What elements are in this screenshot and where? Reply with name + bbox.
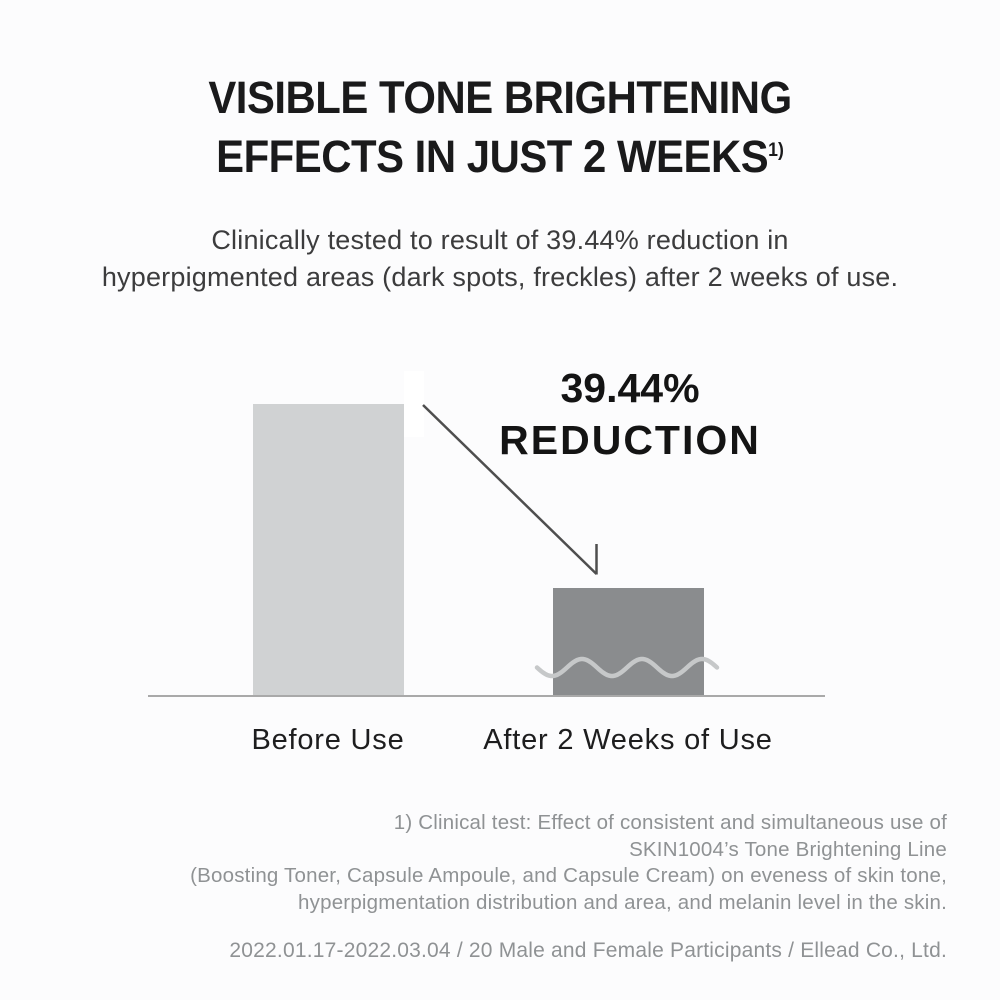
footnote-line-2: SKIN1004’s Tone Brightening Line <box>629 837 947 861</box>
study-source-line: 2022.01.17-2022.03.04 / 20 Male and Fema… <box>229 939 947 962</box>
bar-after-use <box>553 588 704 696</box>
arrow-gap-mask <box>404 371 424 437</box>
title-line-2: EFFECTS IN JUST 2 WEEKS1) <box>35 127 965 186</box>
subtitle: Clinically tested to result of 39.44% re… <box>0 222 1000 296</box>
footnote-marker: 1) <box>768 140 784 161</box>
axis-label-after-use: After 2 Weeks of Use <box>483 724 773 756</box>
title-line-1: VISIBLE TONE BRIGHTENING <box>208 72 792 123</box>
footnote-line-1: 1) Clinical test: Effect of consistent a… <box>393 811 947 834</box>
page-title: VISIBLE TONE BRIGHTENING EFFECTS IN JUST… <box>35 68 965 186</box>
footnote-block: 1) Clinical test: Effect of consistent a… <box>47 810 947 916</box>
footnote-line-4: hyperpigmentation distribution and area,… <box>298 890 947 914</box>
title-line-2-text: EFFECTS IN JUST 2 WEEKS <box>216 131 769 182</box>
reduction-annotation: 39.44% REDUCTION <box>455 362 805 466</box>
subtitle-line-1: Clinically tested to result of 39.44% re… <box>211 225 789 255</box>
subtitle-line-2: hyperpigmented areas (dark spots, freckl… <box>101 262 899 292</box>
footnote-line-3: (Boosting Toner, Capsule Ampoule, and Ca… <box>190 864 947 887</box>
reduction-word-text: REDUCTION <box>499 417 761 463</box>
bar-before-use <box>253 404 404 696</box>
reduction-percent-text: 39.44% <box>560 365 700 411</box>
axis-label-before-use: Before Use <box>251 724 405 756</box>
axis-baseline <box>148 695 825 697</box>
